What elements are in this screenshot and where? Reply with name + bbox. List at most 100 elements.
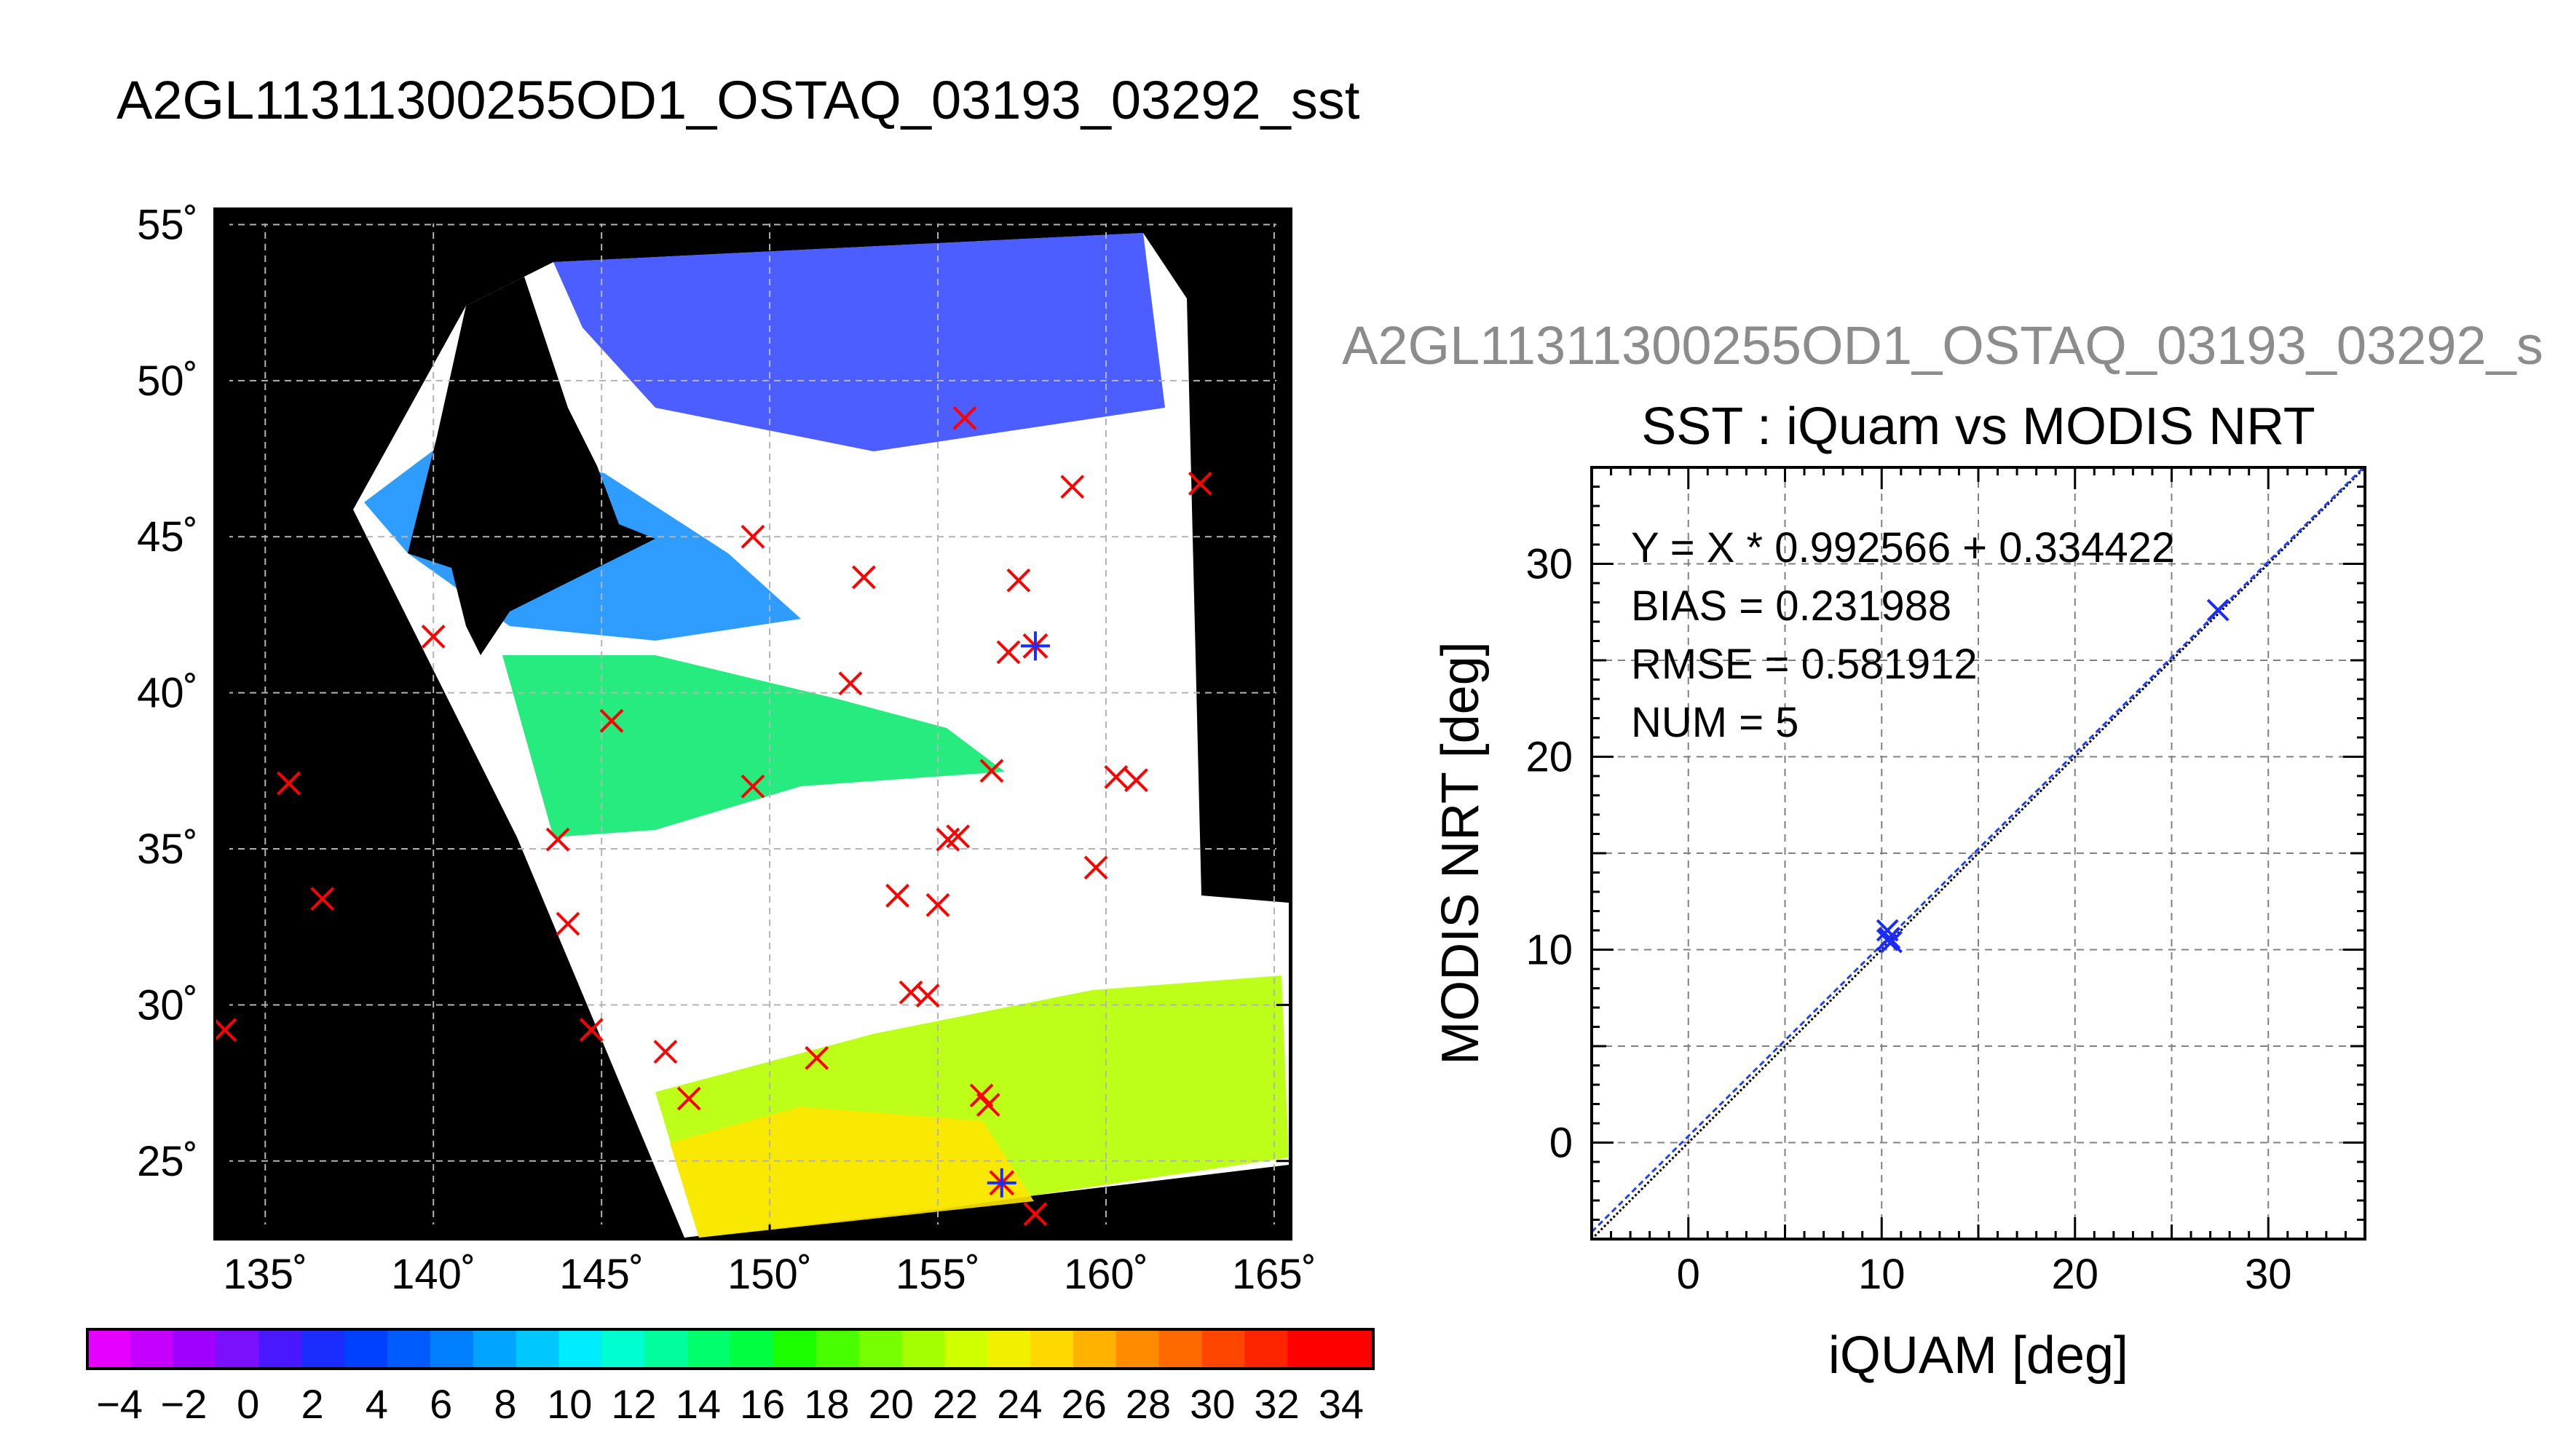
matchup-marker-red <box>421 625 446 649</box>
map-y-tick-label: 35˚ <box>137 826 198 873</box>
stats-count: NUM = 5 <box>1631 699 1798 746</box>
colorbar-tick-label: 12 <box>611 1381 656 1427</box>
matchup-marker-red <box>545 827 570 852</box>
matchup-marker-red <box>1104 764 1129 789</box>
colorbar-frame <box>86 1328 1375 1370</box>
map-frame <box>213 207 1292 1241</box>
colorbar-cell <box>944 1329 988 1369</box>
scatter-header-title: A2GL11311300255OD1_OSTAQ_03193_03292_s <box>1342 315 2543 376</box>
colorbar-cells <box>87 1329 1374 1369</box>
scatter-plot: SST : iQuam vs MODIS NRT 0 10 20 30 0 10 20 30… <box>1431 397 2366 1385</box>
colorbar-cell <box>301 1329 345 1369</box>
scatter-x-axis-label: iQUAM [deg] <box>1828 1326 2128 1385</box>
colorbar-cell <box>1330 1329 1374 1369</box>
matchup-marker-red <box>741 774 765 799</box>
map-x-tick-label: 160˚ <box>1064 1251 1148 1298</box>
matchup-marker-red <box>277 771 301 796</box>
colorbar-cell <box>344 1329 388 1369</box>
stats-rmse: RMSE = 0.581912 <box>1631 641 1978 688</box>
matchup-marker-red <box>979 759 1004 783</box>
map-title: A2GL11311300255OD1_OSTAQ_03193_03292_sst <box>117 70 1360 130</box>
matchup-marker-red <box>599 708 624 733</box>
matchup-marker-red <box>805 1045 829 1070</box>
colorbar-cell <box>773 1329 817 1369</box>
colorbar-cell <box>1030 1329 1074 1369</box>
colorbar-tick-labels: −4 −2 0 2 4 6 8 10 12 14 16 18 20 22 24 26 28 30 32 34 <box>96 1381 1364 1427</box>
matchup-marker-red <box>996 640 1021 665</box>
scatter-ticks <box>1590 466 2366 1241</box>
scatter-y-axis-label: MODIS NRT [deg] <box>1431 641 1490 1065</box>
map-y-tick-label: 25˚ <box>137 1138 198 1185</box>
regression-line <box>1592 467 2365 1233</box>
scatter-point <box>2206 598 2230 622</box>
colorbar-tick-label: −2 <box>161 1381 208 1427</box>
matchup-marker-red <box>653 1040 678 1064</box>
colorbar-tick-label: 16 <box>740 1381 785 1427</box>
colorbar-tick-label: 0 <box>237 1381 259 1427</box>
colorbar-cell <box>1115 1329 1160 1369</box>
matchup-marker-red <box>1060 475 1085 499</box>
colorbar-cell <box>387 1329 431 1369</box>
stats-box: Y = X * 0.992566 + 0.334422 BIAS = 0.231… <box>1631 524 2175 746</box>
map-y-tick-label: 40˚ <box>137 670 198 717</box>
map-ticks <box>215 209 1291 1239</box>
scatter-point <box>1876 928 1899 951</box>
map-y-tick-label: 55˚ <box>137 201 198 248</box>
matchup-marker-red <box>925 893 950 917</box>
matchup-marker-red <box>1083 855 1108 880</box>
colorbar-cell <box>730 1329 774 1369</box>
matchup-marker-red <box>1188 471 1212 496</box>
scatter-y-tick-label: 0 <box>1549 1120 1573 1167</box>
swath-sst-cold <box>553 233 1165 451</box>
colorbar-cell <box>1073 1329 1117 1369</box>
colorbar-tick-label: 30 <box>1190 1381 1235 1427</box>
colorbar-tick-label: 28 <box>1126 1381 1171 1427</box>
colorbar-cell <box>687 1329 731 1369</box>
matchup-marker-blue <box>1020 631 1050 661</box>
map-gridlines <box>215 209 1291 1239</box>
colorbar-cell <box>858 1329 903 1369</box>
sst-map: 135˚ 140˚ 145˚ 150˚ 155˚ 160˚ 165˚ 25˚ 30˚ 35˚ 40… <box>137 201 1316 1298</box>
map-y-tick-labels: 25˚ 30˚ 35˚ 40˚ 45˚ 50˚ 55˚ <box>137 201 198 1184</box>
scatter-y-tick-labels: 0 10 20 30 <box>1525 541 1573 1167</box>
stats-bias: BIAS = 0.231988 <box>1631 582 1951 630</box>
swath-sst-mid <box>502 655 1005 837</box>
colorbar-tick-label: 34 <box>1319 1381 1364 1427</box>
map-x-tick-label: 135˚ <box>223 1251 307 1298</box>
colorbar-cell <box>1287 1329 1331 1369</box>
map-x-tick-label: 140˚ <box>391 1251 475 1298</box>
matchup-marker-red <box>556 911 580 936</box>
scatter-x-tick-label: 0 <box>1677 1251 1700 1298</box>
colorbar-cell <box>173 1329 217 1369</box>
colorbar-tick-label: 20 <box>869 1381 914 1427</box>
matchup-marker-red <box>885 883 910 908</box>
matchup-marker-red <box>741 524 765 549</box>
matchup-marker-red <box>1124 768 1148 793</box>
matchup-marker-red <box>579 1018 604 1042</box>
colorbar-cell <box>644 1329 688 1369</box>
scatter-y-tick-label: 20 <box>1525 734 1573 781</box>
map-x-tick-label: 165˚ <box>1232 1251 1316 1298</box>
scatter-y-tick-label: 30 <box>1525 541 1573 588</box>
map-x-tick-labels: 135˚ 140˚ 145˚ 150˚ 155˚ 160˚ 165˚ <box>223 1251 1316 1298</box>
colorbar-cell <box>1158 1329 1203 1369</box>
colorbar-cell <box>258 1329 302 1369</box>
colorbar-tick-label: 4 <box>366 1381 388 1427</box>
colorbar-tick-label: 6 <box>430 1381 452 1427</box>
matchup-marker-red <box>676 1086 701 1111</box>
colorbar-tick-label: 22 <box>933 1381 978 1427</box>
matchup-marker-red <box>976 1093 1000 1117</box>
colorbar-cell <box>1201 1329 1245 1369</box>
colorbar-cell <box>473 1329 517 1369</box>
colorbar-cell <box>1244 1329 1288 1369</box>
colorbar-cell <box>430 1329 474 1369</box>
map-y-tick-label: 30˚ <box>137 981 198 1029</box>
colorbar-cell <box>87 1329 131 1369</box>
colorbar-tick-label: 8 <box>494 1381 516 1427</box>
scatter-x-tick-labels: 0 10 20 30 <box>1677 1251 2292 1298</box>
matchup-marker-red <box>946 824 971 849</box>
colorbar-tick-label: 18 <box>804 1381 849 1427</box>
map-matchup-markers <box>215 405 1212 1227</box>
colorbar-cell <box>558 1329 602 1369</box>
